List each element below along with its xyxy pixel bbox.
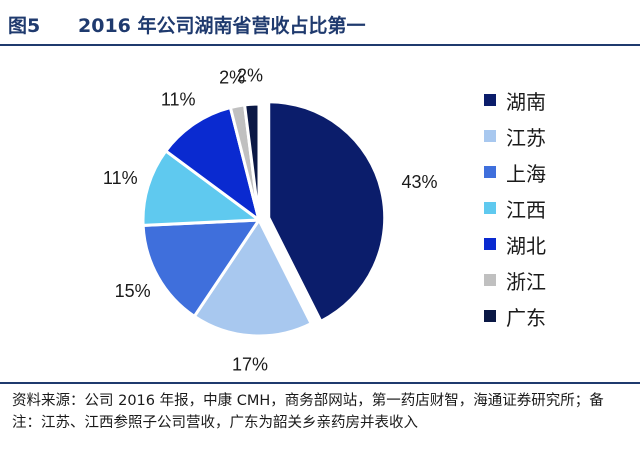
pie-slice-0	[267, 100, 387, 324]
slice-label-6: 2%	[237, 65, 263, 85]
legend-item-6: 广东	[484, 298, 634, 334]
legend-item-4: 湖北	[484, 226, 634, 262]
slice-label-1: 17%	[232, 355, 268, 375]
legend-swatch-0	[484, 94, 496, 106]
legend-item-0: 湖南	[484, 82, 634, 118]
source-text: 资料来源：公司 2016 年报，中康 CMH，商务部网站，第一药店财智，海通证券…	[12, 393, 604, 431]
pie-slice-3	[141, 148, 264, 227]
legend-label-3: 江西	[506, 197, 546, 222]
legend-swatch-2	[484, 166, 496, 178]
legend-swatch-5	[484, 274, 496, 286]
slice-label-4: 11%	[161, 90, 196, 110]
chart-title: 2016 年公司湖南省营收占比第一	[78, 15, 366, 37]
pie-slice-6	[242, 102, 261, 221]
legend: 湖南江苏上海江西湖北浙江广东	[484, 82, 634, 334]
legend-label-2: 上海	[506, 161, 546, 186]
legend-label-0: 湖南	[506, 89, 546, 114]
slice-label-5: 2%	[219, 68, 245, 88]
figure-header: 图5 2016 年公司湖南省营收占比第一	[0, 0, 640, 46]
pie-slice-1	[192, 217, 314, 338]
slice-label-3: 11%	[103, 168, 138, 188]
figure-number: 图5	[8, 15, 41, 37]
legend-item-2: 上海	[484, 154, 634, 190]
source-note: 资料来源：公司 2016 年报，中康 CMH，商务部网站，第一药店财智，海通证券…	[0, 382, 640, 470]
legend-item-1: 江苏	[484, 118, 634, 154]
pie-slice-2	[141, 218, 262, 319]
legend-item-3: 江西	[484, 190, 634, 226]
legend-swatch-3	[484, 202, 496, 214]
legend-item-5: 浙江	[484, 262, 634, 298]
pie-chart: 43% 17% 15% 11% 11% 2%2%	[103, 65, 438, 375]
legend-swatch-4	[484, 238, 496, 250]
legend-label-4: 湖北	[506, 233, 546, 258]
slice-label-0: 43%	[402, 172, 438, 192]
pie-slice-4	[163, 105, 262, 224]
legend-label-6: 广东	[506, 305, 546, 330]
legend-swatch-6	[484, 310, 496, 322]
legend-label-1: 江苏	[506, 125, 546, 150]
legend-label-5: 浙江	[506, 269, 546, 294]
legend-swatch-1	[484, 130, 496, 142]
slice-label-2: 15%	[115, 281, 151, 301]
